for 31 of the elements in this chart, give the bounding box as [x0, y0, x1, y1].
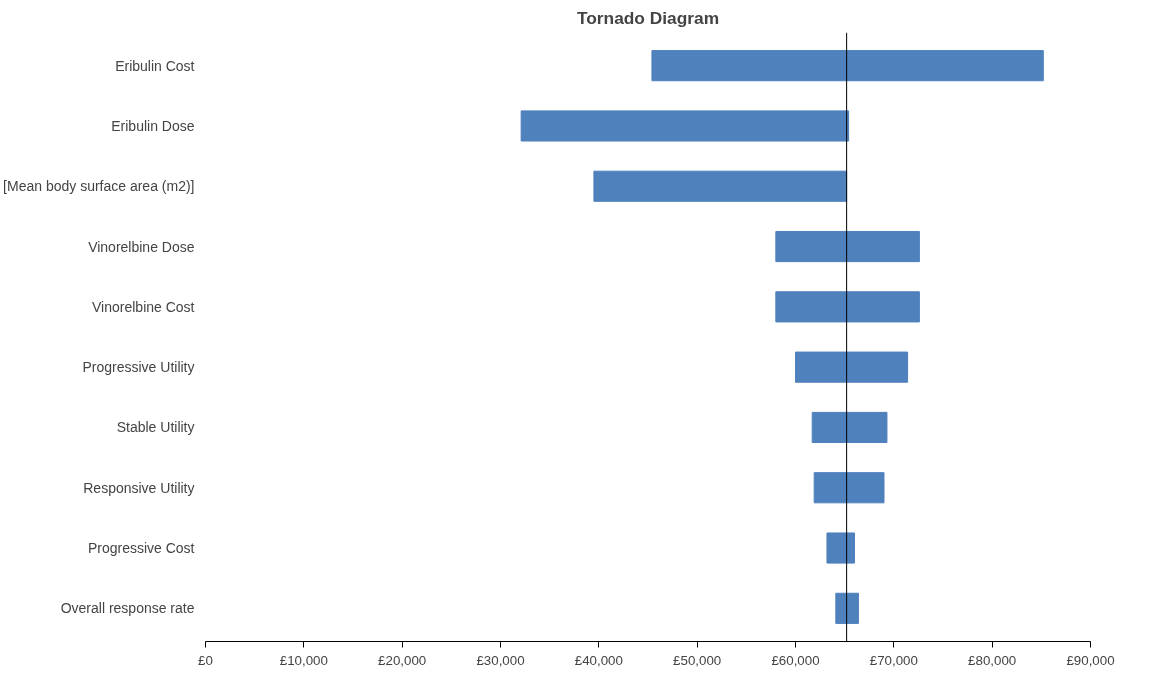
bar: [835, 592, 859, 624]
x-tick-label: £70,000: [869, 652, 918, 668]
y-tick-label: [Mean body surface area (m2)]: [3, 178, 195, 195]
x-tick-label: £50,000: [673, 652, 722, 668]
x-tick-label: £80,000: [968, 652, 1017, 668]
bar: [520, 110, 850, 142]
y-tick-label: Progressive Cost: [87, 540, 195, 557]
bar: [826, 532, 855, 564]
bar: [651, 50, 1044, 82]
x-tick-label: £30,000: [476, 652, 525, 668]
x-tick-label: £90,000: [1066, 652, 1115, 668]
y-tick-label: Vinorelbine Dose: [88, 238, 195, 255]
bar: [813, 472, 885, 504]
bar: [795, 351, 909, 383]
bar: [593, 170, 848, 202]
x-tick-label: £40,000: [574, 652, 623, 668]
x-tick-label: £60,000: [771, 652, 820, 668]
chart-title: Tornado Diagram: [576, 7, 720, 28]
bar: [775, 291, 920, 323]
bar: [775, 230, 920, 263]
y-tick-label: Eribulin Cost: [115, 57, 195, 74]
y-tick-label: Progressive Utility: [82, 359, 195, 376]
y-tick-label: Stable Utility: [116, 419, 195, 436]
x-tick-label: £10,000: [279, 652, 328, 668]
y-tick-label: Vinorelbine Cost: [92, 298, 195, 315]
x-tick-label: £0: [198, 652, 213, 668]
x-tick-label: £20,000: [378, 652, 427, 668]
y-tick-label: Eribulin Dose: [111, 117, 195, 134]
bar: [811, 411, 888, 444]
y-tick-label: Responsive Utility: [83, 479, 195, 496]
y-tick-label: Overall response rate: [60, 600, 195, 617]
